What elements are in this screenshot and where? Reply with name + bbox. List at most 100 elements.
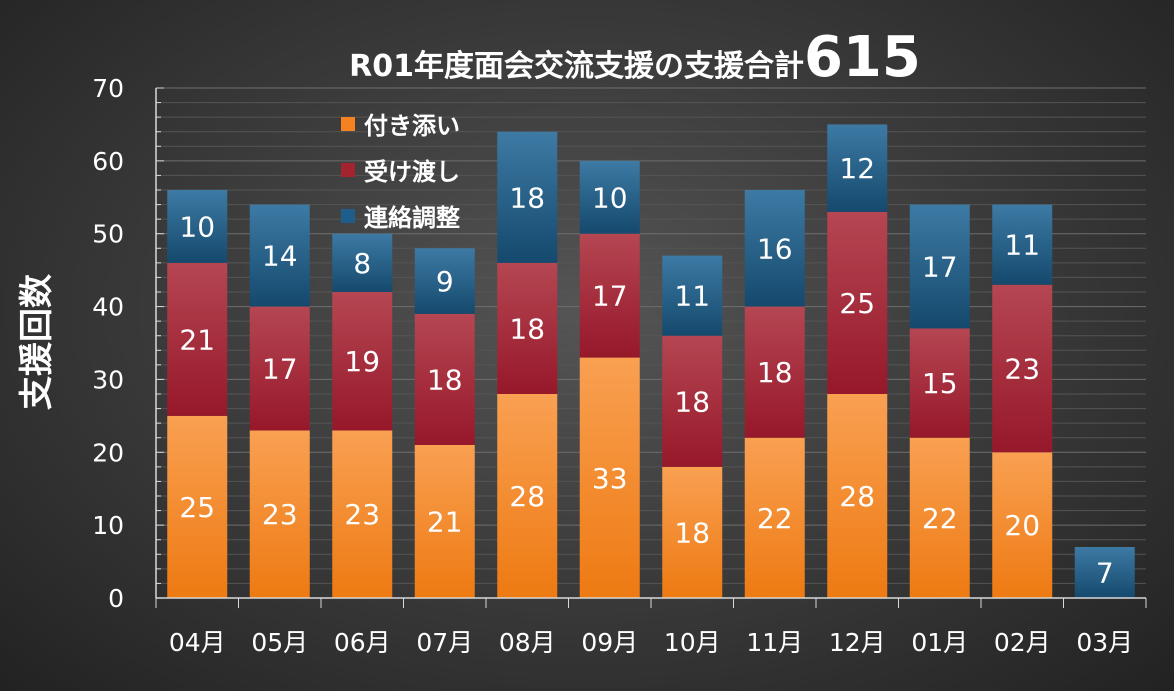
data-label: 17: [592, 280, 628, 313]
bar-segment: [497, 262, 558, 394]
data-label: 12: [839, 152, 875, 185]
bar-segment: [662, 466, 723, 598]
data-label: 21: [179, 323, 215, 356]
legend-swatch: [341, 117, 355, 131]
data-label: 10: [179, 210, 215, 243]
bar-segment: [744, 437, 805, 598]
x-tick-label: 08月: [499, 628, 556, 657]
data-label: 16: [757, 232, 793, 265]
x-tick-label: 04月: [169, 628, 226, 657]
bar-segment: [249, 430, 310, 598]
chart-title-total: 615: [804, 25, 921, 90]
bars-group: 25 21 10 23 17 14 23 19 8 21 18 9 28 18 18 33 17 10 18 18 11…: [167, 124, 1135, 598]
x-tick-label: 10月: [664, 628, 721, 657]
bar-segment: [167, 262, 228, 416]
data-label: 17: [922, 251, 958, 284]
data-label: 19: [344, 345, 380, 378]
legend-label: 付き添い: [364, 112, 460, 140]
data-label: 22: [922, 502, 958, 535]
bar-segment: [1074, 547, 1135, 598]
y-tick-label: 40: [92, 293, 124, 322]
data-label: 18: [674, 516, 710, 549]
x-tick-label: 03月: [1076, 628, 1133, 657]
data-label: 18: [427, 363, 463, 396]
bar-segment: [332, 292, 393, 431]
y-tick-label: 70: [92, 74, 124, 103]
x-tick-label: 12月: [829, 628, 886, 657]
bar-segment: [249, 204, 310, 307]
bar-segment: [332, 233, 393, 292]
data-label: 18: [509, 181, 545, 214]
data-label: 18: [509, 312, 545, 345]
data-label: 21: [427, 506, 463, 539]
data-label: 25: [839, 287, 875, 320]
y-tick-label: 30: [92, 365, 124, 394]
legend-swatch: [341, 209, 355, 223]
bar-segment: [909, 437, 970, 598]
chart-title: R01年度面会交流支援の支援合計615: [349, 25, 921, 90]
data-label: 25: [179, 491, 215, 524]
data-label: 18: [757, 356, 793, 389]
data-label: 28: [839, 480, 875, 513]
data-label: 20: [1004, 509, 1040, 542]
data-label: 11: [674, 280, 710, 313]
legend-swatch: [341, 163, 355, 177]
x-tick-label: 07月: [416, 628, 473, 657]
data-label: 10: [592, 181, 628, 214]
bar-segment: [167, 190, 228, 263]
y-tick-label: 50: [92, 220, 124, 249]
bar-segment: [167, 415, 228, 598]
data-label: 8: [353, 247, 371, 280]
y-tick-label: 0: [108, 584, 124, 613]
bar-segment: [827, 124, 888, 212]
bar-segment: [414, 445, 475, 598]
data-label: 22: [757, 502, 793, 535]
bar-segment: [414, 248, 475, 314]
data-label: 14: [262, 240, 298, 273]
bar-segment: [497, 131, 558, 263]
gridlines: [156, 87, 1146, 599]
legend-label: 連絡調整: [364, 204, 460, 232]
data-label: 28: [509, 480, 545, 513]
x-tick-label: 05月: [251, 628, 308, 657]
axes: [155, 87, 1147, 608]
bar-segment: [827, 211, 888, 394]
x-tick-label: 02月: [994, 628, 1051, 657]
bar-segment: [579, 233, 640, 358]
bar-segment: [249, 306, 310, 431]
bar-segment: [662, 335, 723, 467]
bar-segment: [497, 394, 558, 598]
bar-segment: [579, 357, 640, 598]
x-tick-label: 11月: [746, 628, 803, 657]
bar-segment: [414, 313, 475, 445]
bar-segment: [909, 328, 970, 438]
x-axis-labels: 04月 05月 06月 07月 08月 09月 10月 11月 12月 01月 02月 03月: [169, 628, 1133, 657]
bar-segment: [909, 204, 970, 329]
data-label: 23: [344, 498, 380, 531]
y-axis-ticks: 0 10 20 30 40 50 60 70: [92, 74, 124, 613]
bar-segment: [662, 255, 723, 336]
data-label: 23: [262, 498, 298, 531]
y-tick-label: 60: [92, 147, 124, 176]
data-label: 33: [592, 462, 628, 495]
bar-segment: [992, 452, 1053, 598]
chart-title-main: R01年度面会交流支援の支援合計: [349, 49, 804, 84]
legend-label: 受け渡し: [364, 158, 460, 186]
y-axis-label: 支援回数: [17, 274, 57, 410]
bar-segment: [332, 430, 393, 598]
bar-segment: [744, 190, 805, 307]
data-label: 7: [1096, 557, 1114, 590]
x-tick-label: 09月: [581, 628, 638, 657]
data-label: 11: [1004, 229, 1040, 262]
bar-segment: [992, 204, 1053, 285]
x-tick-label: 01月: [911, 628, 968, 657]
data-label: 18: [674, 385, 710, 418]
data-label: 15: [922, 367, 958, 400]
x-tick-label: 06月: [334, 628, 391, 657]
y-tick-label: 10: [92, 511, 124, 540]
y-tick-label: 20: [92, 438, 124, 467]
data-label: 23: [1004, 353, 1040, 386]
data-label: 9: [436, 265, 454, 298]
